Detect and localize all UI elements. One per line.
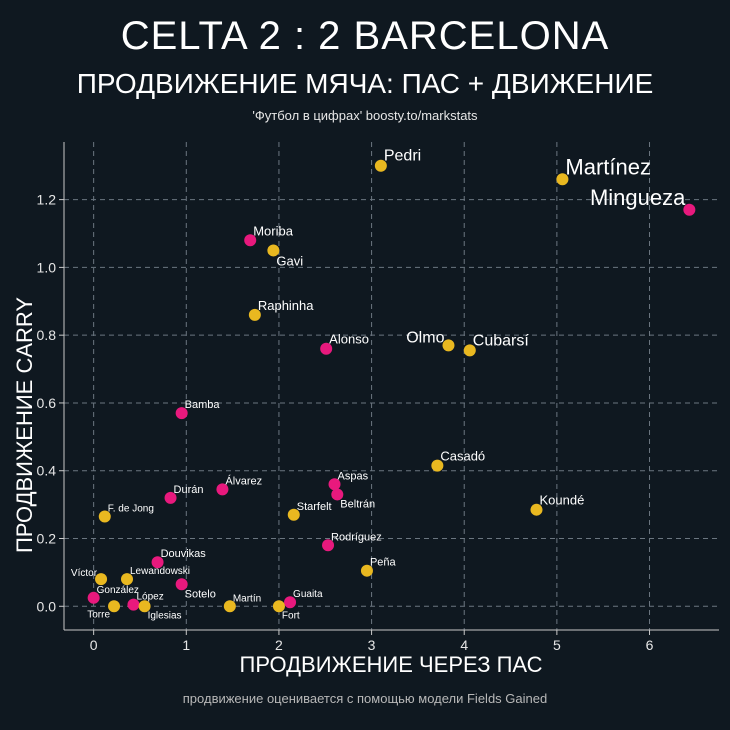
data-point-barcelona[interactable] (556, 173, 569, 186)
y-tick-label: 0.6 (37, 395, 57, 411)
data-point-barcelona[interactable] (442, 339, 455, 352)
point-label: Durán (174, 484, 204, 496)
point-label: Koundé (539, 493, 584, 508)
point-label: Mingueza (590, 185, 686, 210)
point-label: Raphinha (258, 298, 314, 313)
point-label: Starfelt (297, 501, 332, 513)
point-label: López (136, 592, 163, 603)
chart-subtitle: ПРОДВИЖЕНИЕ МЯЧА: ПАС + ДВИЖЕНИЕ (76, 68, 654, 99)
point-label: Pedri (384, 148, 421, 165)
footnote: продвижение оценивается с помощью модели… (182, 691, 548, 706)
data-point-barcelona[interactable] (267, 244, 280, 257)
point-label: Álvarez (225, 474, 262, 487)
chart-title: CELTA 2 : 2 BARCELONA (120, 14, 610, 58)
data-point-barcelona[interactable] (248, 308, 261, 321)
point-label: Iglesias (148, 610, 182, 621)
data-point-celta[interactable] (683, 203, 696, 216)
data-point-celta[interactable] (328, 478, 341, 491)
data-point-celta[interactable] (175, 407, 188, 420)
x-axis-title: ПРОДВИЖЕНИЕ ЧЕРЕЗ ПАС (240, 652, 543, 677)
point-label: Peña (370, 557, 397, 569)
point-label: Martín (233, 593, 261, 604)
data-point-celta[interactable] (322, 539, 335, 552)
point-label: Sotelo (185, 588, 216, 600)
x-tick-label: 4 (460, 637, 468, 653)
point-label: Rodríguez (331, 531, 382, 543)
x-tick-label: 6 (646, 637, 654, 653)
point-label: Víctor (71, 568, 98, 579)
data-point-celta[interactable] (284, 596, 297, 609)
data-point-barcelona[interactable] (463, 344, 476, 357)
point-label: Torre (87, 609, 110, 620)
point-label: Olmo (406, 329, 444, 346)
point-label: Casadó (440, 449, 485, 464)
point-label: Douvikas (161, 548, 207, 560)
x-tick-label: 3 (368, 637, 376, 653)
y-tick-label: 0.4 (37, 463, 57, 479)
point-label: Martínez (565, 154, 651, 179)
x-tick-label: 1 (182, 637, 190, 653)
data-point-celta[interactable] (164, 491, 177, 504)
point-label: Moriba (253, 223, 294, 238)
data-point-barcelona[interactable] (138, 600, 151, 613)
y-tick-label: 1.0 (37, 259, 57, 275)
data-point-celta[interactable] (216, 483, 229, 496)
point-label: Gavi (276, 253, 303, 268)
point-label: González (97, 585, 139, 596)
labels-layer: Mingueza Moriba Alonso Bamba Aspas Beltrán Álv… (71, 148, 686, 622)
x-tick-label: 0 (90, 637, 98, 653)
point-label: Alonso (329, 332, 369, 347)
data-point-barcelona[interactable] (98, 510, 111, 523)
data-point-celta[interactable] (87, 591, 100, 604)
axis-layer: 0 1 2 3 4 5 6 0.0 0.2 0.4 0.6 0.8 1.0 1.2 (37, 142, 719, 653)
point-label: Lewandowski (130, 566, 190, 577)
x-tick-label: 5 (553, 637, 561, 653)
x-tick-label: 2 (275, 637, 283, 653)
point-label: Beltrán (340, 498, 375, 510)
data-point-barcelona[interactable] (431, 459, 444, 472)
data-point-barcelona[interactable] (223, 600, 236, 613)
data-point-barcelona[interactable] (272, 600, 285, 613)
y-tick-label: 1.2 (37, 192, 57, 208)
point-label: Cubarsí (473, 332, 530, 349)
point-label: Guaita (293, 589, 323, 600)
data-point-celta[interactable] (151, 556, 164, 569)
data-point-celta[interactable] (320, 342, 333, 355)
source-credit: 'Футбол в цифрах' boosty.to/markstats (252, 108, 478, 123)
data-point-barcelona[interactable] (95, 573, 108, 586)
grid-layer (64, 142, 719, 630)
point-label: F. de Jong (108, 503, 154, 514)
point-label: Aspas (338, 470, 369, 482)
point-label: Fort (282, 610, 300, 621)
y-tick-label: 0.8 (37, 327, 57, 343)
data-point-barcelona[interactable] (360, 564, 373, 577)
data-point-barcelona[interactable] (374, 159, 387, 172)
y-tick-label: 0.2 (37, 531, 57, 547)
data-point-barcelona[interactable] (120, 573, 133, 586)
data-point-barcelona[interactable] (108, 600, 121, 613)
data-point-celta[interactable] (244, 234, 257, 247)
data-point-celta[interactable] (331, 488, 344, 501)
data-point-celta[interactable] (175, 578, 188, 591)
data-point-celta[interactable] (127, 598, 140, 611)
data-point-barcelona[interactable] (287, 508, 300, 521)
data-point-barcelona[interactable] (530, 503, 543, 516)
y-tick-label: 0.0 (37, 598, 57, 614)
point-label: Bamba (185, 399, 221, 411)
points-layer (87, 159, 696, 613)
y-axis-title: ПРОДВИЖЕНИЕ CARRY (12, 297, 37, 553)
